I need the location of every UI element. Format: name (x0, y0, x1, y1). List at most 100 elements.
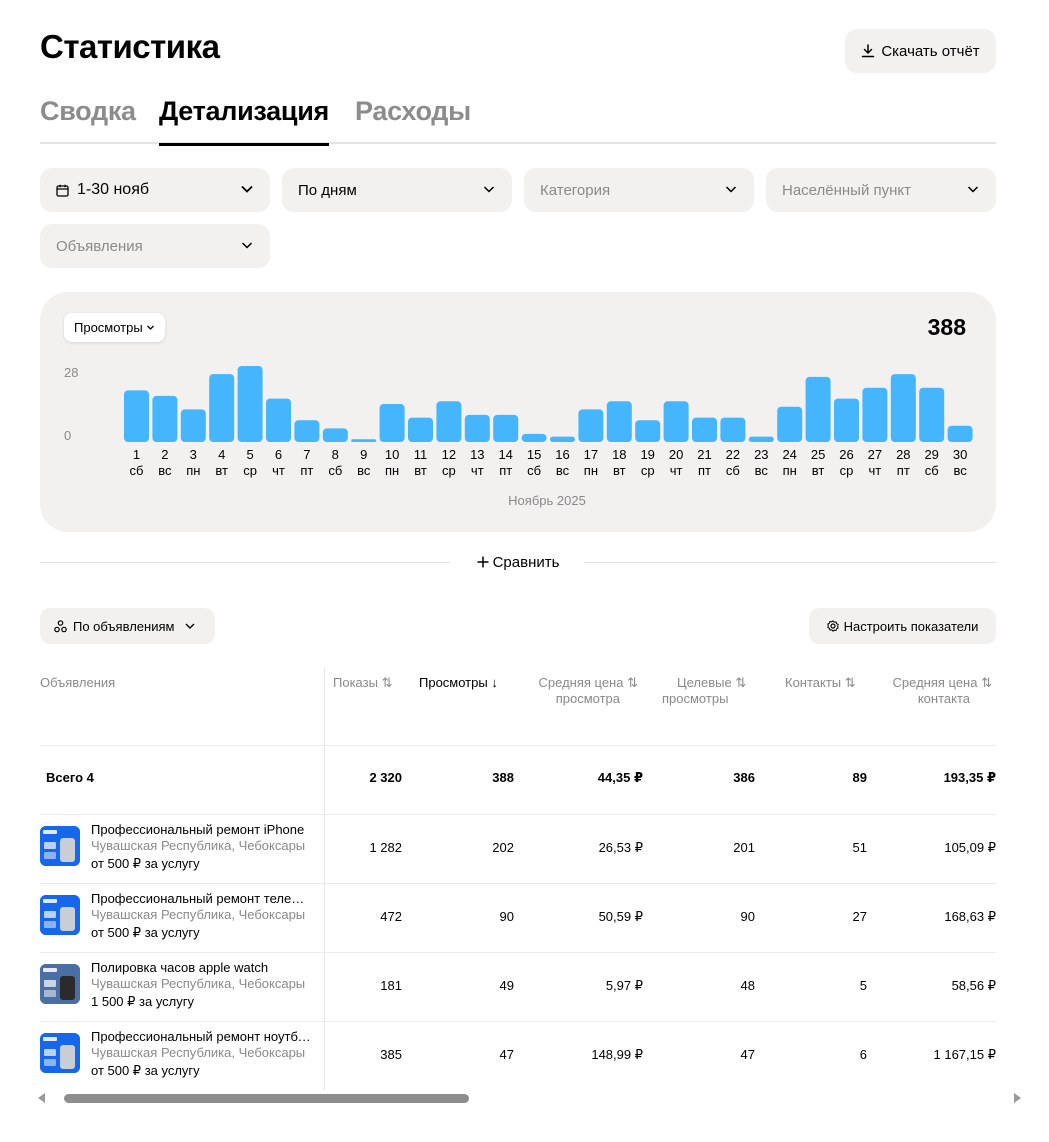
nodes-icon (54, 619, 67, 632)
metric-select-label: Просмотры (74, 320, 143, 335)
x-tick-day: 7 (303, 447, 310, 462)
tab-details[interactable]: Детализация (159, 96, 329, 146)
chart-bar-day-30[interactable] (947, 425, 973, 442)
chart-bar-day-10[interactable] (379, 404, 405, 442)
ad-thumbnail[interactable] (40, 1033, 80, 1073)
chart-bar-day-25[interactable] (805, 376, 831, 442)
download-report-button[interactable]: Скачать отчёт (845, 29, 996, 73)
scroll-right-arrow[interactable] (1014, 1093, 1021, 1103)
horizontal-scrollbar-thumb[interactable] (64, 1094, 469, 1103)
x-tick-day: 12 (442, 447, 456, 462)
chart-bar-day-8[interactable] (322, 428, 348, 442)
ad-price: от 500 ₽ за услугу (91, 1063, 200, 1078)
chart-bar-day-29[interactable] (919, 387, 945, 442)
cell-target-views: 47 (740, 1047, 755, 1062)
chart-bar-day-11[interactable] (408, 417, 433, 442)
category-placeholder: Категория (540, 181, 611, 199)
x-tick-day: 2 (161, 447, 168, 462)
cell-avg-contact-price: 168,63 ₽ (944, 909, 996, 924)
x-tick-day: 3 (190, 447, 197, 462)
x-tick-day: 11 (414, 447, 428, 462)
x-tick-weekday: пт (499, 463, 512, 478)
x-tick-day: 1 (133, 447, 140, 462)
chart-bar-day-28[interactable] (890, 374, 916, 442)
ad-thumbnail[interactable] (40, 964, 80, 1004)
ads-filter[interactable]: Объявления (40, 224, 270, 268)
chart-bar-day-2[interactable] (152, 395, 178, 442)
chart-bar-day-13[interactable] (464, 414, 490, 442)
ad-title-link[interactable]: Профессиональный ремонт телефонов (91, 891, 311, 906)
chart-bar-day-3[interactable] (180, 409, 206, 442)
group-by-button[interactable]: По объявлениям (40, 608, 215, 644)
chart-bar-day-4[interactable] (209, 374, 235, 442)
col-header-contacts[interactable]: Контакты ⇅ (785, 675, 865, 691)
chevron-down-icon (725, 186, 737, 193)
cell-contacts: 5 (859, 978, 867, 993)
period-filter[interactable]: 1-30 нояб (40, 168, 270, 212)
chart-bar-day-24[interactable] (777, 406, 803, 442)
chart-bar-day-1[interactable] (124, 390, 149, 442)
col-header-views[interactable]: Просмотры ↓ (419, 675, 514, 691)
x-tick-weekday: пн (385, 463, 399, 478)
x-tick-weekday: пт (897, 463, 910, 478)
chart-bar-day-22[interactable] (720, 417, 746, 442)
col-header-target-views[interactable]: Целевые ⇅ просмотры (662, 675, 757, 707)
x-tick-day: 20 (669, 447, 683, 462)
y-tick-bottom: 0 (64, 428, 71, 443)
ad-title-link[interactable]: Профессиональный ремонт ноутбуков (91, 1029, 311, 1044)
scroll-left-arrow[interactable] (38, 1093, 45, 1103)
chart-bar-day-27[interactable] (862, 387, 888, 442)
chart-bar-day-19[interactable] (635, 420, 661, 442)
total-views: 388 (492, 770, 514, 785)
chart-bar-day-26[interactable] (834, 398, 859, 442)
x-tick-day: 29 (924, 447, 938, 462)
ad-title-link[interactable]: Профессиональный ремонт iPhone (91, 822, 305, 837)
tab-summary[interactable]: Сводка (40, 96, 136, 126)
x-tick-day: 18 (612, 447, 626, 462)
category-filter[interactable]: Категория (524, 168, 754, 212)
chart-bar-day-9[interactable] (351, 439, 377, 442)
chart-bar-day-5[interactable] (237, 366, 263, 442)
x-tick-weekday: пн (584, 463, 598, 478)
x-tick-day: 14 (498, 447, 512, 462)
calendar-icon (56, 184, 69, 197)
x-tick-weekday: пт (698, 463, 711, 478)
configure-metrics-button[interactable]: Настроить показатели (809, 608, 996, 644)
chart-bar-day-23[interactable] (748, 436, 774, 442)
chevron-down-icon (483, 186, 495, 193)
chart-bar-day-14[interactable] (493, 414, 519, 442)
chevron-down-icon (967, 186, 979, 193)
chart-bar-day-18[interactable] (606, 401, 632, 442)
grouping-filter[interactable]: По дням (282, 168, 512, 212)
chart-bar-day-16[interactable] (550, 436, 575, 442)
x-tick-day: 15 (527, 447, 541, 462)
x-tick-weekday: сб (527, 463, 541, 478)
col-header-ads: Объявления (40, 675, 116, 690)
total-avg-view-price: 44,35 ₽ (597, 770, 643, 785)
chart-bar-day-21[interactable] (692, 417, 717, 442)
cell-contacts: 6 (859, 1047, 867, 1062)
col-header-impressions[interactable]: Показы ⇅ (333, 675, 398, 691)
chart-bar-day-15[interactable] (521, 433, 547, 442)
x-tick-weekday: пн (783, 463, 797, 478)
ad-image-icon (40, 895, 80, 935)
ad-thumbnail[interactable] (40, 826, 80, 866)
col-header-avg-contact-price[interactable]: Средняя цена ⇅ контакта (876, 675, 993, 707)
col-header-avg-view-price[interactable]: Средняя цена ⇅ просмотра (520, 675, 639, 707)
col-header-avg-contact-price-line2: контакта (917, 691, 970, 706)
ad-title-link[interactable]: Полировка часов apple watch (91, 960, 269, 975)
x-tick-weekday: пт (300, 463, 313, 478)
chart-bar-day-17[interactable] (578, 409, 604, 442)
row-divider (40, 1021, 996, 1022)
tab-expenses[interactable]: Расходы (355, 96, 471, 126)
chart-bar-day-6[interactable] (266, 398, 291, 442)
chart-bar-day-12[interactable] (436, 401, 462, 442)
cell-impressions: 1 282 (369, 840, 402, 855)
chart-bar-day-20[interactable] (663, 401, 689, 442)
ad-thumbnail[interactable] (40, 895, 80, 935)
city-filter[interactable]: Населённый пункт (766, 168, 996, 212)
compare-button[interactable]: Сравнить (470, 552, 566, 572)
chevron-down-icon (185, 623, 195, 629)
metric-select[interactable]: Просмотры (64, 313, 165, 342)
chart-bar-day-7[interactable] (294, 420, 320, 442)
